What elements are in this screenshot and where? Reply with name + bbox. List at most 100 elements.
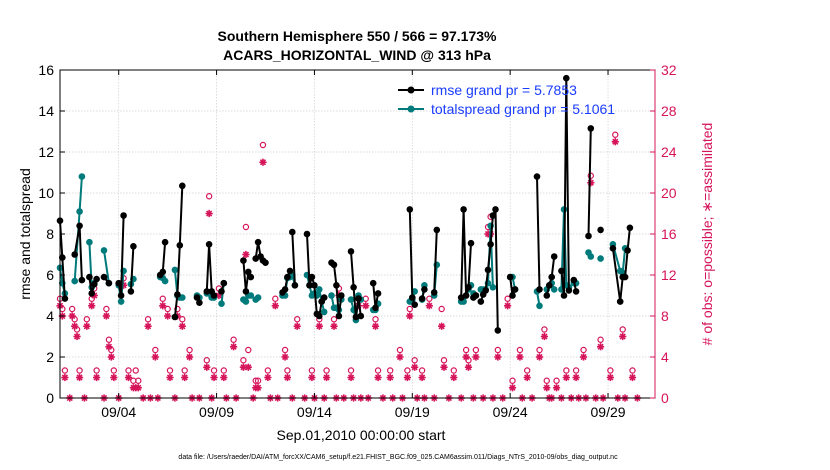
rmse-point: [409, 294, 416, 301]
obs-asterisk-stroke: [164, 312, 171, 320]
spread-point: [328, 292, 335, 299]
rmse-point: [352, 313, 360, 321]
obs-asterisk-stroke: [509, 384, 516, 391]
obs-assimilated-marker: [562, 373, 570, 382]
y-axis-label-left: rmse and totalspread: [17, 168, 33, 300]
obs-assimilated-marker: [596, 343, 605, 351]
rmse-point: [247, 273, 255, 281]
obs-assimilated-marker: [308, 373, 316, 382]
obs-assimilated-marker: [619, 332, 627, 341]
rmse-point: [218, 288, 225, 295]
obs-asterisk-stroke: [494, 353, 501, 361]
obs-assimilated-marker: [347, 373, 355, 382]
rmse-point: [196, 299, 203, 307]
obs-asterisk-stroke: [406, 312, 413, 320]
obs-asterisk-stroke: [245, 364, 252, 371]
obs-assimilated-marker: [462, 353, 470, 361]
rmse-point: [565, 287, 573, 294]
obs-asterisk-stroke: [264, 374, 271, 381]
spread-point: [179, 294, 186, 301]
obs-possible-marker: [472, 346, 480, 354]
rmse-point: [406, 206, 414, 213]
legend-spread-label: totalspread grand pr = 5.1061: [431, 101, 615, 117]
obs-asterisk-stroke: [230, 343, 237, 350]
obs-possible-marker: [210, 367, 218, 374]
obs-possible-marker: [543, 377, 550, 384]
rmse-point: [115, 279, 122, 287]
obs-possible-marker: [504, 295, 511, 302]
obs-possible-marker: [254, 377, 262, 384]
rmse-point: [487, 241, 494, 248]
obs-possible-marker: [284, 367, 291, 374]
obs-assimilated-marker: [440, 363, 448, 371]
obs-assimilated-marker: [516, 353, 524, 361]
rmse-point: [245, 268, 252, 276]
obs-assimilated-marker: [144, 322, 152, 330]
obs-assimilated-marker: [73, 332, 81, 341]
y-tick-label-left: 12: [38, 144, 54, 160]
y-tick-label-left: 14: [38, 103, 54, 119]
obs-asterisk-stroke: [563, 374, 570, 381]
rmse-point: [467, 239, 475, 247]
obs-asterisk-stroke: [206, 210, 213, 217]
y-tick-label-left: 2: [46, 349, 54, 365]
obs-asterisk-stroke: [612, 138, 619, 145]
obs-assimilated-marker: [210, 373, 218, 382]
obs-asterisk-stroke: [396, 353, 404, 361]
obs-asterisk-stroke: [240, 364, 247, 371]
obs-asterisk-stroke: [284, 374, 291, 381]
obs-asterisk-stroke: [619, 333, 626, 340]
rmse-line-segment: [173, 185, 184, 318]
obs-asterisk-stroke: [83, 323, 90, 330]
obs-assimilated-marker: [105, 343, 113, 351]
obs-asterisk-stroke: [516, 353, 524, 361]
obs-possible-marker: [135, 377, 142, 384]
obs-assimilated-marker: [552, 384, 561, 392]
rmse-point: [418, 295, 426, 302]
spread-point: [117, 298, 125, 305]
y-tick-label-right: 24: [661, 144, 677, 160]
spread-point: [161, 277, 169, 285]
obs-possible-marker: [240, 357, 247, 364]
obs-asterisk-stroke: [76, 374, 83, 381]
obs-possible-marker: [203, 357, 210, 364]
obs-assimilated-marker: [151, 353, 159, 361]
obs-possible-marker: [181, 367, 188, 374]
rmse-line-segment: [129, 246, 135, 292]
obs-asterisk-stroke: [71, 323, 78, 330]
rmse-point: [482, 287, 490, 294]
rmse-point: [284, 273, 291, 281]
rmse-point: [240, 257, 247, 264]
rmse-point: [536, 286, 543, 293]
y-tick-label-left: 0: [46, 390, 54, 406]
obs-asterisk-stroke: [411, 364, 418, 371]
obs-asterisk-stroke: [254, 384, 262, 391]
x-tick-label: 09/24: [493, 404, 528, 420]
obs-possible-marker: [563, 367, 570, 374]
obs-possible-marker: [386, 367, 394, 374]
rmse-line-segment: [291, 231, 296, 286]
obs-assimilated-marker: [396, 353, 404, 361]
obs-asterisk-stroke: [419, 374, 426, 381]
rmse-point: [330, 261, 338, 269]
obs-asterisk-stroke: [308, 374, 315, 381]
obs-possible-marker: [76, 367, 83, 374]
obs-possible-marker: [294, 316, 301, 323]
y-tick-label-right: 8: [661, 308, 669, 324]
rmse-point: [533, 173, 541, 180]
rmse-point: [355, 295, 362, 302]
obs-possible-marker: [619, 326, 626, 333]
rmse-point: [205, 241, 213, 248]
rmse-point: [88, 290, 95, 297]
spread-point: [78, 173, 86, 180]
y-tick-label-right: 4: [661, 349, 669, 365]
obs-asterisk-stroke: [347, 374, 355, 381]
rmse-point: [616, 298, 624, 305]
obs-assimilated-marker: [587, 179, 595, 187]
obs-possible-marker: [404, 367, 411, 374]
rmse-point: [609, 245, 617, 252]
obs-possible-marker: [110, 367, 118, 374]
legend-rmse-marker: [407, 86, 415, 94]
obs-possible-marker: [83, 316, 91, 323]
obs-possible-marker: [450, 367, 457, 374]
